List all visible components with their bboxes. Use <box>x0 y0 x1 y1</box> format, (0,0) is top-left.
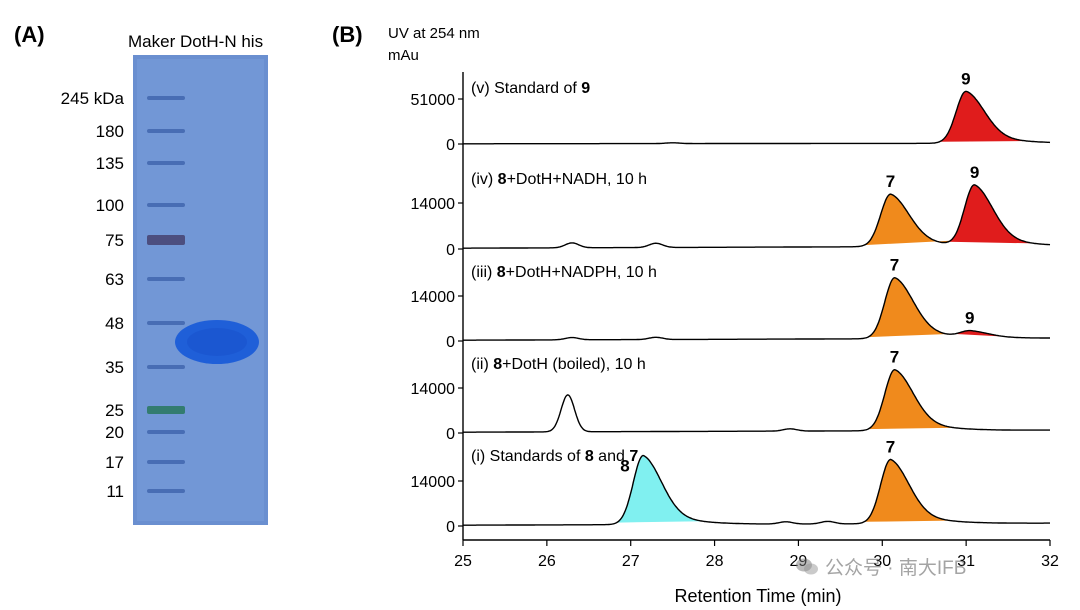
ladder-band <box>147 321 185 325</box>
y-axis-unit: mAu <box>388 47 419 64</box>
trace-caption: (ii) 8+DotH (boiled), 10 h <box>471 356 646 373</box>
x-tick-label: 26 <box>538 553 556 570</box>
peak-label-8: 8 <box>620 456 629 475</box>
ladder-band <box>147 203 185 207</box>
peak-label-9: 9 <box>970 163 979 182</box>
ladder-band <box>147 277 185 281</box>
trace-line <box>463 454 1050 526</box>
ladder-band <box>147 365 185 369</box>
doth-protein-band-core <box>187 328 247 356</box>
peak-label-7: 7 <box>890 256 899 275</box>
gel-marker-label: 25 <box>105 401 124 420</box>
gel-marker-label: 11 <box>106 482 124 501</box>
trace-caption: (i) Standards of 8 and 7 <box>471 448 638 465</box>
chromatogram-trace-1: 9 (v) Standard of 9 <box>463 69 1051 145</box>
peak-7-fill <box>864 459 951 522</box>
y-tick-label: 0 <box>446 137 455 154</box>
peak-9-fill <box>939 91 1027 142</box>
panel-b-label: (B) <box>332 22 363 47</box>
y-tick-label: 0 <box>446 242 455 259</box>
x-tick-label: 27 <box>622 553 640 570</box>
ladder-band <box>147 129 185 133</box>
y-tick-label: 14000 <box>411 289 456 306</box>
ladder-band <box>147 406 185 414</box>
gel-marker-label: 63 <box>105 270 124 289</box>
panel-a-label: (A) <box>14 22 45 47</box>
y-tick-label: 14000 <box>411 474 456 491</box>
peak-7-fill <box>864 194 951 246</box>
chromatogram-trace-3: 7 9 (iii) 8+DotH+NADPH, 10 h <box>463 256 1050 341</box>
wechat-icon <box>795 557 819 577</box>
gel-marker-label: 20 <box>105 423 124 442</box>
gel-header: Maker DotH-N his <box>128 32 263 51</box>
x-tick-label: 25 <box>454 553 472 570</box>
chromatogram-trace-4: 7 (ii) 8+DotH (boiled), 10 h <box>463 348 1050 433</box>
peak-label-7: 7 <box>886 172 895 191</box>
trace-caption: (iv) 8+DotH+NADH, 10 h <box>471 171 647 188</box>
x-axis-title: Retention Time (min) <box>674 586 841 606</box>
trace-line <box>463 368 1050 433</box>
trace-line <box>463 276 1050 341</box>
y-tick-label: 0 <box>446 426 455 443</box>
peak-label-7: 7 <box>890 348 899 367</box>
peak-7-fill <box>868 369 956 430</box>
gel-marker-label: 245 kDa <box>61 89 125 108</box>
chromatogram-trace-2: 7 9 (iv) 8+DotH+NADH, 10 h <box>463 163 1051 249</box>
trace-line <box>463 90 1051 145</box>
x-tick-label: 30 <box>873 553 891 570</box>
gel-lane-area <box>137 59 264 521</box>
y-tick-label: 51000 <box>411 92 456 109</box>
y-axis-title: UV at 254 nm <box>388 25 480 42</box>
y-tick-label: 14000 <box>411 196 456 213</box>
ladder-band <box>147 430 185 434</box>
y-tick-label: 0 <box>446 519 455 536</box>
y-tick-label: 14000 <box>411 381 456 398</box>
peak-label-7: 7 <box>886 437 895 456</box>
x-tick-label: 31 <box>957 553 975 570</box>
gel-marker-label: 35 <box>105 358 124 377</box>
ladder-band <box>147 235 185 245</box>
trace-caption: (v) Standard of 9 <box>471 80 590 97</box>
gel-marker-label: 135 <box>96 154 124 173</box>
ladder-band <box>147 460 185 464</box>
peak-label-9: 9 <box>961 69 970 88</box>
watermark-text: 公众号 · 南大IFB <box>825 558 967 579</box>
peak-9-fill <box>944 330 1031 338</box>
gel-marker-label: 17 <box>105 453 124 472</box>
gel-marker-label: 75 <box>105 231 124 250</box>
peak-9-fill <box>948 184 1035 244</box>
sds-page-gel: Maker DotH-N his 245 kDa 180 135 100 75 63 48 3… <box>61 32 268 525</box>
ladder-band <box>147 96 185 100</box>
trace-caption: (iii) 8+DotH+NADPH, 10 h <box>471 264 657 281</box>
gel-marker-label: 180 <box>96 122 124 141</box>
gel-marker-label: 48 <box>105 314 124 333</box>
trace-line <box>463 184 1051 249</box>
x-tick-label: 32 <box>1041 553 1059 570</box>
peak-7-fill <box>868 277 956 338</box>
y-tick-label: 0 <box>446 334 455 351</box>
ladder-band <box>147 489 185 493</box>
chromatogram-trace-5: 8 7 (i) Standards of 8 and 7 <box>463 437 1050 526</box>
watermark: 公众号 · 南大IFB <box>795 553 966 580</box>
peak-8-fill <box>616 455 703 523</box>
peak-label-9: 9 <box>965 309 974 328</box>
ladder-band <box>147 161 185 165</box>
x-tick-label: 28 <box>706 553 724 570</box>
gel-marker-label: 100 <box>96 196 124 215</box>
